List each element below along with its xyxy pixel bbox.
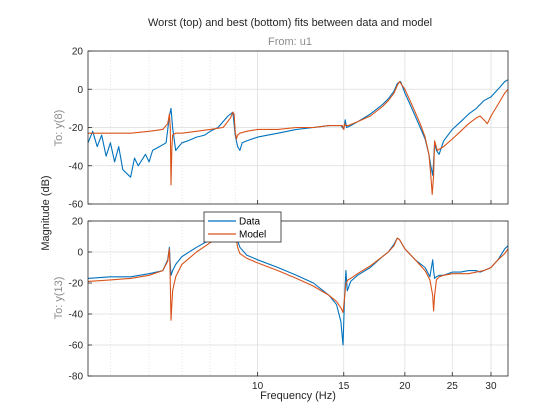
y-tick-label: 0 [77, 248, 83, 259]
y-tick-label: -60 [69, 200, 84, 211]
y-axis-label: Magnitude (dB) [40, 175, 52, 250]
bottom-plot-area [88, 221, 508, 376]
y-tick-label: -60 [69, 341, 84, 352]
bottom-panel-ylabel: To: y(13) [53, 277, 65, 320]
y-tick-label: -40 [69, 161, 84, 172]
x-tick-label: 25 [447, 381, 459, 392]
bottom-series [87, 223, 509, 346]
legend-box [203, 211, 282, 243]
y-tick-label: -20 [69, 123, 84, 134]
chart-subtitle: From: u1 [268, 36, 312, 48]
x-tick-label: 10 [252, 381, 264, 392]
bottom-y-ticks: 20 0 -20 -40 -60 -80 [69, 217, 92, 383]
bottom-panel: 20 0 -20 -40 -60 -80 To: y(13) [53, 217, 509, 383]
legend-entry-data: Data [239, 217, 261, 228]
y-tick-label: -20 [69, 279, 84, 290]
y-tick-label: -40 [69, 310, 84, 321]
top-panel-ylabel: To: y(8) [53, 110, 65, 147]
top-series-model [88, 81, 509, 195]
x-axis-label: Frequency (Hz) [260, 390, 336, 402]
top-y-ticks: 20 0 -20 -40 -60 [69, 47, 92, 211]
x-tick-label: 30 [485, 381, 497, 392]
y-tick-label: 20 [72, 217, 84, 228]
y-tick-label: -80 [69, 372, 84, 383]
bottom-grid [88, 220, 508, 377]
y-tick-label: 20 [72, 47, 84, 58]
bottom-series-model [87, 225, 509, 321]
y-tick-label: 0 [77, 85, 83, 96]
legend: Data Model [203, 211, 282, 243]
legend-entry-model: Model [239, 230, 266, 241]
top-panel: 20 0 -20 -40 -60 To: y(8) [53, 47, 509, 211]
x-ticks: 10 15 20 25 30 [252, 200, 497, 392]
x-tick-label: 20 [399, 381, 411, 392]
bottom-axes-box [87, 220, 509, 377]
top-series [87, 79, 509, 195]
chart-title: Worst (top) and best (bottom) fits betwe… [148, 17, 432, 29]
x-tick-label: 15 [338, 381, 350, 392]
